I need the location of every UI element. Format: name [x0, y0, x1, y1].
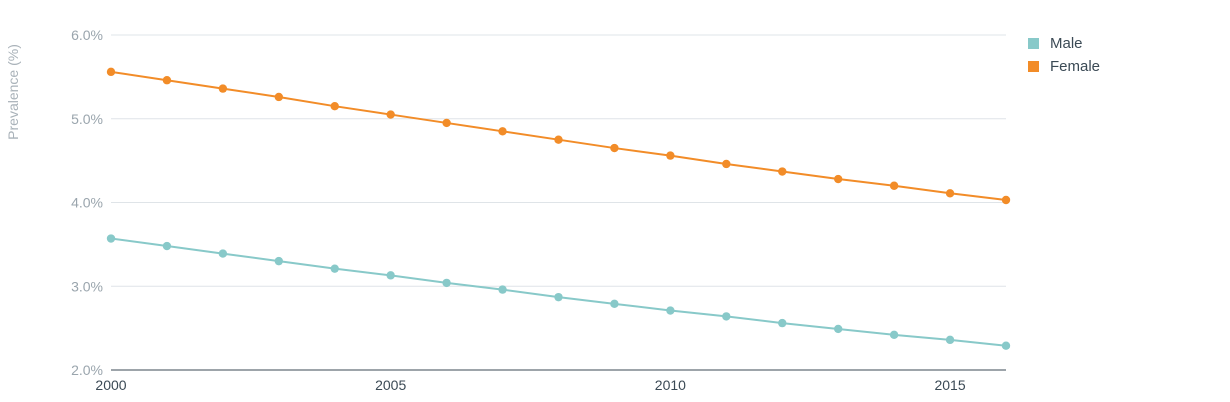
data-point[interactable]: [610, 143, 619, 153]
legend: Male Female: [1028, 32, 1100, 78]
x-tick-label: 2015: [934, 377, 965, 393]
data-point[interactable]: [778, 167, 787, 176]
series-male: [106, 234, 1011, 350]
data-point[interactable]: [498, 285, 507, 294]
data-point[interactable]: [106, 234, 116, 243]
y-tick-label: 5.0%: [71, 111, 103, 127]
data-point[interactable]: [722, 312, 731, 321]
data-point[interactable]: [274, 256, 284, 266]
data-point[interactable]: [498, 127, 507, 136]
data-point[interactable]: [666, 306, 675, 315]
data-point[interactable]: [274, 92, 284, 102]
data-point[interactable]: [722, 159, 731, 169]
data-point[interactable]: [162, 241, 172, 251]
legend-swatch: [1028, 61, 1039, 72]
x-axis-ticks: 2000 2005 2010 2015: [95, 377, 965, 393]
y-tick-label: 3.0%: [71, 278, 103, 294]
series-group: [106, 67, 1011, 350]
data-point[interactable]: [554, 135, 563, 144]
legend-item-female[interactable]: Female: [1028, 55, 1100, 78]
data-point[interactable]: [666, 151, 675, 160]
data-point[interactable]: [386, 110, 395, 119]
data-point[interactable]: [945, 335, 955, 345]
data-point[interactable]: [106, 67, 116, 77]
data-point[interactable]: [889, 330, 899, 340]
data-point[interactable]: [610, 299, 619, 309]
data-point[interactable]: [1001, 195, 1011, 205]
data-point[interactable]: [945, 189, 955, 198]
y-axis-label: Prevalence (%): [5, 44, 21, 140]
data-point[interactable]: [554, 292, 563, 302]
legend-label: Male: [1050, 35, 1083, 52]
x-tick-label: 2000: [95, 377, 126, 393]
legend-label: Female: [1050, 58, 1101, 75]
data-point[interactable]: [330, 264, 339, 273]
data-point[interactable]: [833, 174, 843, 184]
data-point[interactable]: [778, 318, 787, 328]
series-line-male: [110, 237, 1007, 347]
legend-item-male[interactable]: Male: [1028, 32, 1100, 55]
x-tick-label: 2010: [655, 377, 686, 393]
y-tick-label: 4.0%: [71, 195, 103, 211]
data-point[interactable]: [218, 249, 228, 258]
data-point[interactable]: [386, 271, 395, 280]
data-point[interactable]: [442, 278, 451, 288]
gridlines: [111, 34, 1006, 287]
series-female: [106, 67, 1011, 205]
legend-swatch: [1028, 38, 1039, 49]
x-tick-label: 2005: [375, 377, 406, 393]
y-tick-label: 6.0%: [71, 27, 103, 43]
data-point[interactable]: [833, 324, 843, 334]
y-tick-label: 2.0%: [71, 362, 103, 378]
data-point[interactable]: [218, 84, 228, 93]
y-axis-ticks: 2.0% 3.0% 4.0% 5.0% 6.0%: [71, 27, 103, 378]
data-point[interactable]: [330, 101, 339, 111]
data-point[interactable]: [442, 118, 451, 128]
data-point[interactable]: [162, 76, 172, 85]
data-point[interactable]: [889, 181, 899, 190]
data-point[interactable]: [1001, 341, 1011, 350]
